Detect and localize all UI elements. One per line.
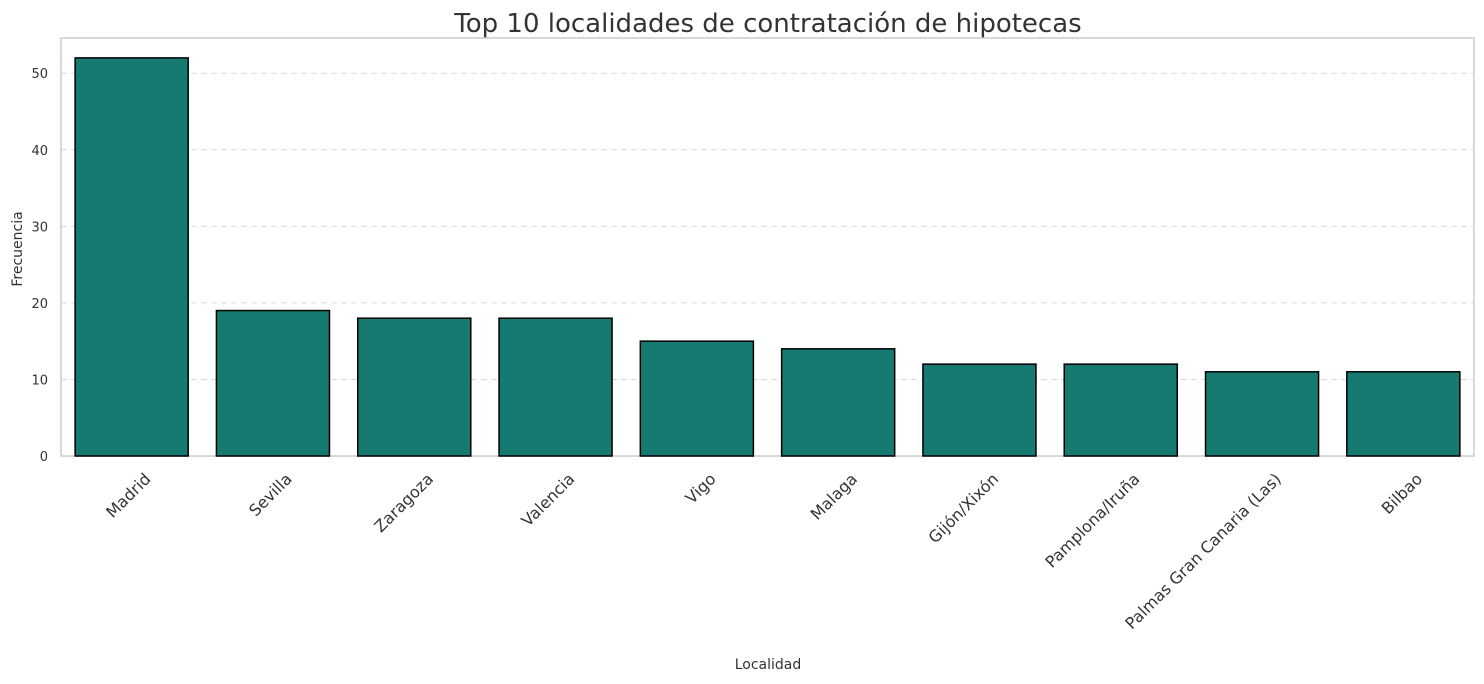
bar (74, 57, 189, 457)
x-tick-label: Zaragoza (370, 469, 437, 536)
bar (1204, 371, 1320, 457)
y-tick-label: 50 (31, 67, 48, 82)
x-tick-label: Pamplona/Iruña (1041, 469, 1143, 571)
y-tick-label: 30 (31, 220, 48, 235)
bar (922, 363, 1037, 457)
bar (780, 348, 896, 457)
y-axis-label: Frecuencia (10, 211, 26, 286)
chart-title: Top 10 localidades de contratación de hi… (453, 9, 1081, 39)
x-axis-label: Localidad (735, 657, 802, 673)
plot-frame (60, 37, 1475, 457)
x-tick-label: Sevilla (245, 469, 296, 520)
bar (1346, 371, 1461, 457)
x-tick-label: Madrid (102, 469, 154, 521)
bar (1063, 363, 1179, 457)
x-tick-label: Malaga (807, 469, 861, 523)
bar (215, 309, 331, 457)
y-tick-label: 20 (31, 297, 48, 312)
x-tick-label: Valencia (518, 469, 579, 530)
bar (498, 317, 613, 457)
x-tick-label: Vigo (682, 469, 720, 507)
x-tick-label: Bilbao (1378, 469, 1427, 518)
bar (639, 340, 755, 457)
y-tick-label: 0 (40, 450, 48, 465)
bar (356, 317, 472, 457)
y-tick-label: 40 (31, 144, 48, 159)
x-tick-label: Gijón/Xixón (925, 469, 1003, 547)
x-tick-label: Palmas Gran Canaria (Las) (1121, 469, 1285, 633)
y-tick-label: 10 (31, 373, 48, 388)
